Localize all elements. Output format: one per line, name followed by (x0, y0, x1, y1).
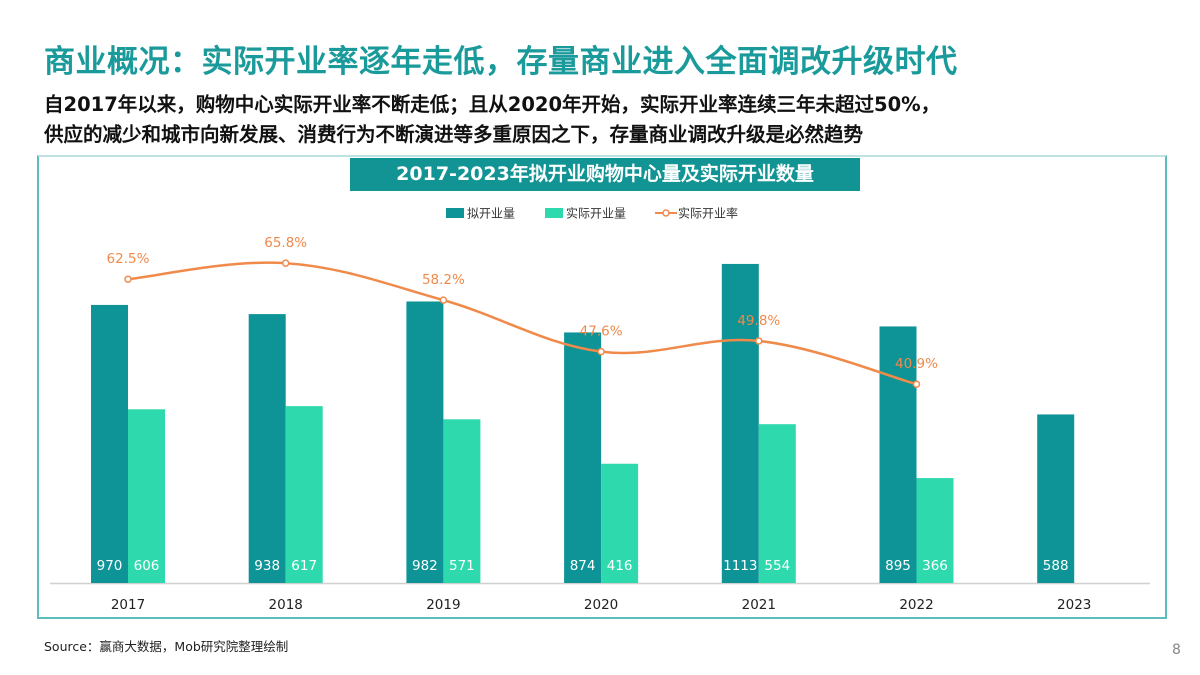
bar-实际开业量 (758, 424, 796, 583)
bar-实际开业量 (601, 463, 639, 583)
bar-value-label: 554 (764, 558, 790, 574)
bar-value-label: 1113 (723, 558, 757, 574)
rate-point (124, 275, 132, 283)
rate-label: 40.9% (895, 356, 938, 372)
rate-label: 65.8% (264, 235, 307, 251)
subtitle-line-2: 供应的减少和城市向新发展、消费行为不断演进等多重原因之下，存量商业调改升级是必然… (44, 123, 864, 146)
rate-point (597, 347, 605, 356)
x-tick-label: 2023 (1057, 597, 1091, 613)
rate-label: 62.5% (107, 251, 150, 267)
bar-value-label: 571 (449, 558, 475, 574)
bar-value-label: 982 (412, 558, 438, 574)
rate-point (912, 380, 921, 388)
bar-实际开业量 (443, 419, 481, 583)
rate-label: 58.2% (422, 272, 465, 288)
x-tick-label: 2018 (269, 597, 303, 613)
bar-value-label: 938 (254, 558, 280, 574)
bar-实际开业量 (285, 406, 323, 583)
rate-label: 49.8% (737, 313, 780, 329)
x-tick-label: 2020 (584, 597, 618, 613)
bar-value-label: 366 (922, 558, 948, 574)
bar-value-label: 874 (570, 558, 596, 574)
x-tick-label: 2019 (426, 597, 460, 613)
bar-实际开业量 (128, 409, 165, 583)
bar-拟开业量 (564, 332, 602, 583)
chart-frame (37, 155, 1167, 619)
x-tick-label: 2017 (111, 597, 145, 613)
legend-swatch (545, 208, 563, 218)
rate-line (127, 261, 917, 386)
bar-拟开业量 (721, 263, 759, 583)
bar-value-label: 588 (1043, 558, 1069, 574)
bar-拟开业量 (91, 304, 128, 583)
legend-label: 拟开业量 (467, 207, 515, 221)
rate-label: 47.6% (580, 324, 623, 340)
bar-拟开业量 (248, 314, 286, 583)
source-note: Source：赢商大数据，Mob研究院整理绘制 (44, 639, 289, 654)
bar-value-label: 895 (885, 558, 911, 574)
bar-value-label: 416 (607, 558, 633, 574)
page-title: 商业概况：实际开业率逐年走低，存量商业进入全面调改升级时代 (44, 44, 958, 80)
x-tick-label: 2021 (742, 597, 776, 613)
bar-拟开业量 (879, 326, 917, 583)
bar-value-label: 606 (134, 558, 160, 574)
rate-point (755, 337, 763, 345)
bar-拟开业量 (1037, 414, 1075, 583)
legend-marker (662, 209, 670, 217)
x-tick-label: 2022 (899, 597, 933, 613)
bar-实际开业量 (916, 478, 954, 583)
bar-拟开业量 (406, 301, 444, 583)
rate-point (281, 259, 290, 267)
rate-point (439, 296, 448, 304)
page-number: 8 (1172, 642, 1181, 658)
legend-label: 实际开业率 (678, 206, 738, 221)
legend-label: 实际开业量 (566, 206, 626, 221)
bar-value-label: 970 (97, 558, 123, 574)
bar-value-label: 617 (291, 558, 317, 574)
chart-title: 2017-2023年拟开业购物中心量及实际开业数量 (350, 158, 860, 191)
legend-swatch (446, 208, 464, 218)
subtitle-line-1: 自2017年以来，购物中心实际开业率不断走低；且从2020年开始，实际开业率连续… (44, 93, 941, 116)
